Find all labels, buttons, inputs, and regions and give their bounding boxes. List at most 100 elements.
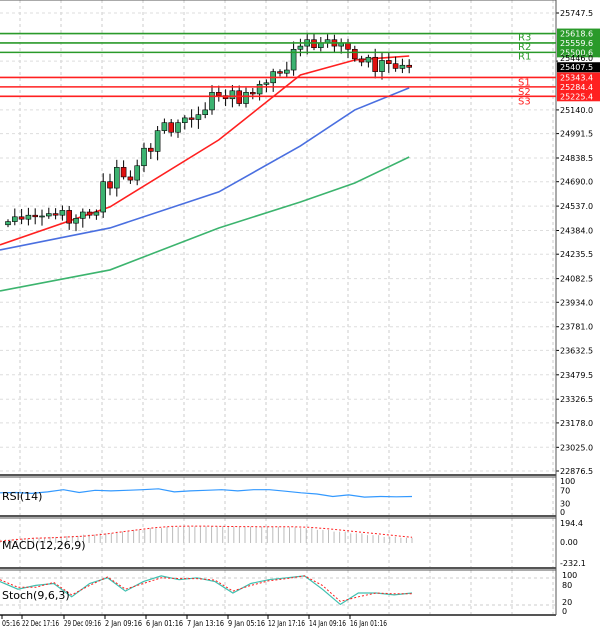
- level-label: R2: [518, 42, 531, 53]
- time-tick-label: 22 Dec 17:16: [22, 619, 59, 628]
- bullish-candle: [12, 216, 18, 222]
- bullish-candle: [73, 218, 79, 224]
- macd-label: MACD(12,26,9): [2, 539, 86, 552]
- bullish-candle: [229, 90, 236, 100]
- price-tag-value: 25559.6: [560, 39, 593, 48]
- bearish-candle: [392, 63, 399, 69]
- bullish-candle: [141, 147, 147, 167]
- price-tick-label: 24690.0: [560, 178, 593, 187]
- time-tick-label: 7 Jan 13:16: [187, 619, 224, 628]
- bullish-candle: [243, 92, 249, 104]
- price-tag: [557, 28, 600, 39]
- bullish-candle: [80, 211, 86, 219]
- price-tick-label: 23632.5: [560, 346, 593, 355]
- bearish-candle: [86, 211, 93, 216]
- bullish-candle: [114, 167, 120, 189]
- stoch-tick-label: 0: [562, 607, 567, 616]
- bearish-candle: [18, 216, 25, 220]
- price-tag-value: 25618.6: [560, 30, 593, 39]
- bearish-candle: [351, 48, 358, 60]
- price-tick-label: 24838.5: [560, 154, 593, 163]
- bearish-candle: [372, 56, 379, 72]
- price-tick-label: 24991.5: [560, 130, 593, 139]
- moving-average-line: [0, 156, 410, 292]
- rsi-tick-label: 100: [560, 477, 575, 486]
- bullish-candle: [263, 82, 270, 85]
- bearish-candle: [236, 90, 242, 104]
- bullish-candle: [5, 221, 11, 226]
- price-tick-label: 25140.0: [560, 106, 593, 115]
- time-tick-label: 9 Jan 05:16: [228, 619, 265, 628]
- price-tag: [557, 47, 600, 58]
- level-label: S1: [518, 77, 531, 88]
- price-tag: [557, 37, 600, 48]
- macd-tick-label: 194.4: [560, 519, 583, 528]
- bullish-candle: [256, 84, 263, 95]
- bullish-candle: [25, 214, 32, 220]
- price-tick-label: 23025.0: [560, 443, 593, 452]
- bullish-candle: [59, 210, 66, 216]
- bullish-candle: [297, 45, 304, 50]
- bearish-candle: [148, 147, 154, 152]
- macd-tick-label: 0.00: [560, 538, 578, 547]
- bullish-candle: [45, 213, 52, 217]
- time-tick-label: 16 Jan 01:16: [350, 619, 387, 628]
- bullish-candle: [399, 64, 406, 69]
- price-tick-label: 23781.0: [560, 323, 593, 332]
- bearish-candle: [107, 181, 113, 189]
- bearish-candle: [406, 64, 413, 68]
- level-label: R1: [518, 51, 531, 62]
- bearish-candle: [32, 214, 39, 218]
- moving-average-line: [0, 87, 410, 251]
- price-tag-value: 25284.4: [560, 83, 593, 92]
- bearish-candle: [277, 71, 283, 74]
- price-tag-value: 25500.6: [560, 48, 593, 57]
- level-label: R3: [518, 33, 531, 44]
- rsi-line: [0, 488, 413, 498]
- time-tick-label: 6 Jan 01:16: [146, 619, 183, 628]
- price-tick-label: 24235.5: [560, 250, 593, 259]
- current-price-value: 25407.5: [560, 63, 593, 72]
- price-tick-label: 23178.0: [560, 419, 593, 428]
- price-tick-label: 24082.5: [560, 275, 593, 284]
- bullish-candle: [175, 122, 181, 133]
- bullish-candle: [100, 181, 106, 213]
- macd-tick-label: -232.1: [560, 559, 586, 568]
- bullish-candle: [195, 114, 202, 120]
- level-label: S3: [518, 96, 531, 107]
- stoch-label: Stoch(9,6,3): [2, 589, 70, 602]
- time-tick-label: 14 Jan 09:16: [309, 619, 346, 628]
- current-price-tag: [557, 62, 600, 73]
- bullish-candle: [182, 117, 188, 123]
- bearish-candle: [188, 117, 195, 120]
- bearish-candle: [52, 213, 59, 216]
- price-tag: [557, 81, 600, 92]
- bullish-candle: [379, 60, 385, 72]
- price-tag: [557, 72, 600, 83]
- bullish-candle: [209, 92, 215, 111]
- level-label: S2: [518, 87, 531, 98]
- price-tick-label: 24537.0: [560, 202, 593, 211]
- price-tick-label: 25446.0: [560, 54, 593, 63]
- bearish-candle: [120, 167, 127, 178]
- macd-signal-line: [0, 525, 413, 542]
- price-tick-label: 25747.5: [560, 9, 593, 18]
- time-tick-label: 12 Jan 17:16: [268, 619, 305, 628]
- stoch-tick-label: 100: [562, 571, 577, 580]
- price-tick-backing: [558, 57, 598, 62]
- price-tick-label: 24384.0: [560, 227, 593, 236]
- stoch-tick-label: 20: [562, 598, 572, 607]
- bullish-candle: [283, 69, 290, 74]
- time-tick-label: 2 Jan 09:16: [105, 619, 142, 628]
- price-tag-value: 25225.4: [560, 92, 593, 101]
- stoch-tick-label: 80: [562, 581, 572, 590]
- bearish-candle: [168, 122, 174, 133]
- stoch-signal-line: [0, 575, 412, 602]
- bearish-candle: [66, 210, 72, 224]
- bullish-candle: [290, 48, 297, 71]
- price-tick-label: 22876.5: [560, 467, 593, 476]
- bearish-candle: [358, 58, 365, 63]
- price-tag: [557, 91, 600, 102]
